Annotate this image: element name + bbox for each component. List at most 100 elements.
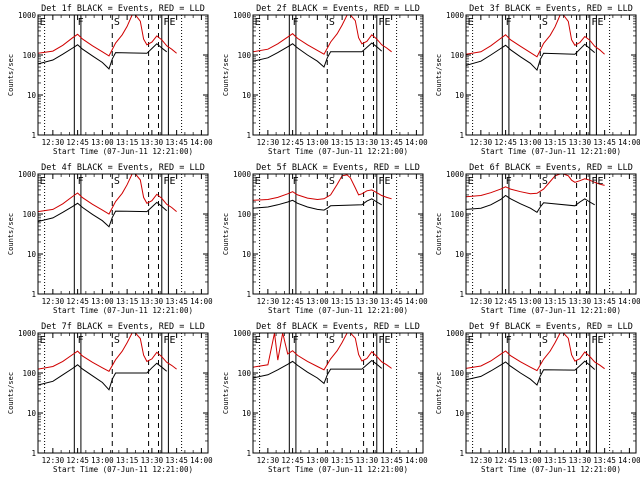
y-tick-label: 1000 <box>233 329 252 338</box>
interval-marker: F <box>78 335 84 346</box>
y-tick-label: 1000 <box>446 11 465 20</box>
interval-marker: S <box>114 17 120 28</box>
panel-title: Det 3f BLACK = Events, RED = LLD <box>469 4 633 14</box>
panel-title: Det 1f BLACK = Events, RED = LLD <box>41 4 205 14</box>
series-lld-line <box>38 174 177 215</box>
x-tick-label: 13:00 <box>519 456 542 465</box>
x-tick-label: 13:30 <box>569 297 592 306</box>
y-tick-label: 100 <box>237 369 251 378</box>
x-tick-label: 13:15 <box>544 297 567 306</box>
series-events-line <box>38 362 168 391</box>
y-tick-label: 1 <box>459 131 464 140</box>
interval-marker: F <box>506 335 512 346</box>
x-tick-label: 13:15 <box>331 297 354 306</box>
panel-title: Det 6f BLACK = Events, RED = LLD <box>469 163 633 173</box>
panel-title: Det 5f BLACK = Events, RED = LLD <box>256 163 420 173</box>
x-tick-label: 13:45 <box>165 456 188 465</box>
x-tick-label: 12:30 <box>42 456 65 465</box>
y-tick-label: 1000 <box>18 170 37 179</box>
y-tick-label: 10 <box>242 409 252 418</box>
x-tick-label: 12:45 <box>494 456 517 465</box>
x-tick-label: 13:15 <box>116 456 139 465</box>
interval-marker: F <box>78 176 84 187</box>
interval-marker: E <box>468 176 474 187</box>
series-lld-line <box>253 15 392 55</box>
panel-title: Det 8f BLACK = Events, RED = LLD <box>256 322 420 332</box>
series-events-line <box>38 201 168 228</box>
x-tick-label: 13:00 <box>519 297 542 306</box>
x-tick-label: 13:15 <box>544 138 567 147</box>
panel-5: Det 5f BLACK = Events, RED = LLD E F S FE 1 10… <box>222 163 428 315</box>
x-tick-label: 13:45 <box>380 297 403 306</box>
interval-marker: E <box>255 17 261 28</box>
x-tick-label: 13:45 <box>165 297 188 306</box>
y-tick-label: 1 <box>246 449 251 458</box>
series-lld-line <box>253 333 392 371</box>
x-tick-label: 13:00 <box>91 138 114 147</box>
x-axis-label: Start Time (07-Jun-11 12:21:00) <box>481 306 621 315</box>
y-tick-label: 1000 <box>18 329 37 338</box>
plot-frame <box>252 332 424 454</box>
y-tick-label: 10 <box>455 91 465 100</box>
interval-marker: FE <box>378 335 390 346</box>
series-events-line <box>466 194 595 213</box>
panel-7: Det 7f BLACK = Events, RED = LLD E F S FE 1 10… <box>7 322 213 474</box>
series-lld-line <box>466 333 605 372</box>
interval-marker: E <box>255 176 261 187</box>
x-tick-label: 14:00 <box>190 138 213 147</box>
panel-title: Det 7f BLACK = Events, RED = LLD <box>41 322 205 332</box>
x-tick-label: 14:00 <box>405 138 428 147</box>
y-axis-label: Counts/sec <box>222 372 230 414</box>
interval-marker: FE <box>591 335 603 346</box>
x-tick-label: 12:45 <box>66 297 89 306</box>
x-tick-label: 13:30 <box>569 138 592 147</box>
y-axis-label: Counts/sec <box>7 213 15 255</box>
y-tick-label: 10 <box>242 250 252 259</box>
y-tick-label: 1000 <box>233 170 252 179</box>
series-lld-line <box>466 15 605 58</box>
y-tick-label: 1 <box>31 290 36 299</box>
panel-title: Det 4f BLACK = Events, RED = LLD <box>41 163 205 173</box>
interval-marker: S <box>114 176 120 187</box>
y-tick-label: 1000 <box>233 11 252 20</box>
x-tick-label: 12:30 <box>470 456 493 465</box>
plot-frame <box>252 173 424 295</box>
x-tick-label: 13:30 <box>356 297 379 306</box>
y-axis-label: Counts/sec <box>7 54 15 96</box>
interval-marker: F <box>293 17 299 28</box>
x-tick-label: 14:00 <box>405 297 428 306</box>
y-tick-label: 100 <box>450 210 464 219</box>
x-axis-label: Start Time (07-Jun-11 12:21:00) <box>53 147 193 156</box>
interval-marker: FE <box>378 176 390 187</box>
y-tick-label: 1 <box>246 131 251 140</box>
x-tick-label: 13:00 <box>91 456 114 465</box>
series-events-line <box>466 43 596 72</box>
series-lld-line <box>38 15 177 57</box>
panel-1: Det 1f BLACK = Events, RED = LLD E F S FE 1 10… <box>7 4 213 156</box>
y-tick-label: 10 <box>242 91 252 100</box>
interval-marker: FE <box>163 17 175 28</box>
x-tick-label: 13:15 <box>116 297 139 306</box>
y-axis-label: Counts/sec <box>435 372 443 414</box>
y-axis-label: Counts/sec <box>7 372 15 414</box>
x-tick-label: 14:00 <box>618 138 640 147</box>
x-axis-label: Start Time (07-Jun-11 12:21:00) <box>53 306 193 315</box>
series-events-line <box>253 198 382 211</box>
interval-marker: F <box>506 17 512 28</box>
x-tick-label: 12:45 <box>281 456 304 465</box>
x-axis-label: Start Time (07-Jun-11 12:21:00) <box>53 465 193 474</box>
series-events-line <box>38 43 168 70</box>
y-tick-label: 100 <box>237 51 251 60</box>
interval-marker: FE <box>163 335 175 346</box>
x-tick-label: 13:30 <box>356 138 379 147</box>
y-tick-label: 1 <box>246 290 251 299</box>
interval-marker: E <box>40 17 46 28</box>
y-tick-label: 10 <box>27 91 37 100</box>
panel-3: Det 3f BLACK = Events, RED = LLD E F S FE 1 10… <box>435 4 640 156</box>
x-tick-label: 13:15 <box>116 138 139 147</box>
plot-frame <box>465 173 637 295</box>
x-tick-label: 13:45 <box>593 297 616 306</box>
interval-marker: FE <box>591 176 603 187</box>
series-events-line <box>466 360 596 386</box>
plot-frame <box>37 332 209 454</box>
